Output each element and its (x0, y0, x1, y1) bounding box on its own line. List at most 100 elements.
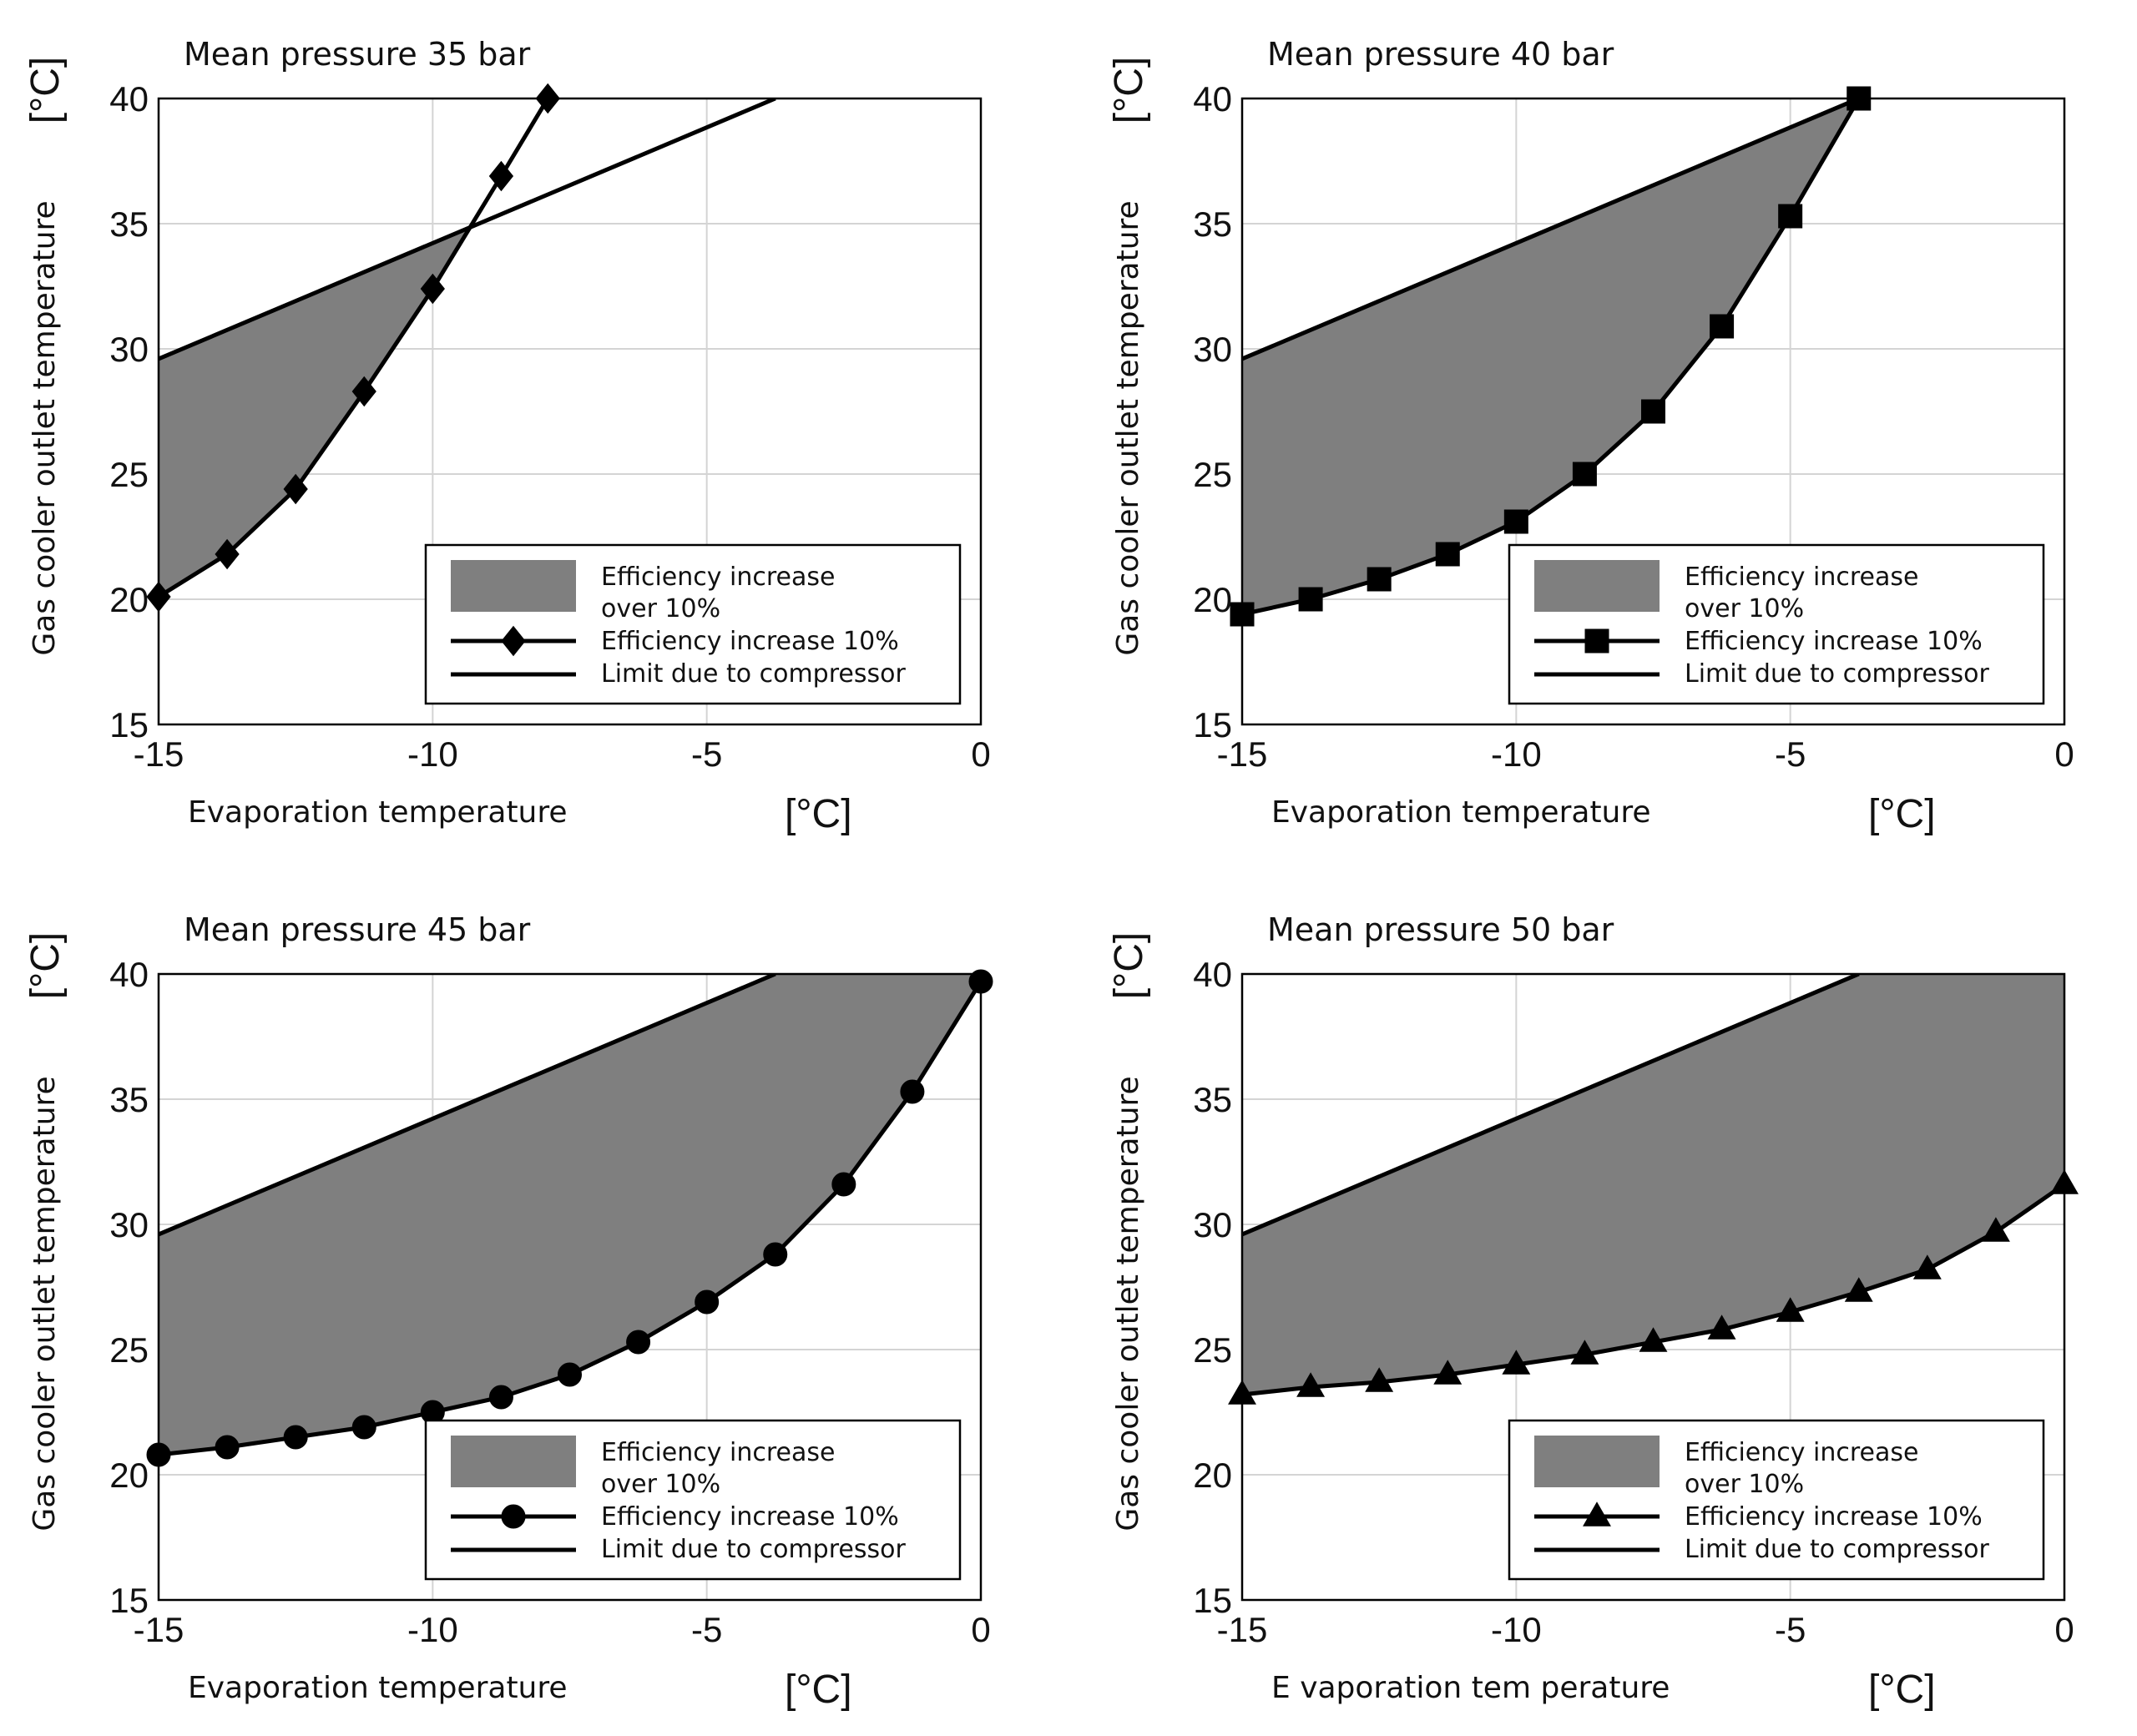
legend-box (424, 543, 962, 705)
axes-frame (1240, 972, 2066, 1602)
data-point (1503, 509, 1528, 534)
data-point (1641, 399, 1665, 424)
x-axis-unit: [°C] (1868, 792, 1936, 836)
y-tick-label: 35 (109, 1080, 149, 1119)
compressor-limit-line (1242, 98, 1860, 361)
data-point (1296, 1372, 1326, 1397)
x-tick-label: -5 (1775, 1610, 1806, 1649)
data-point (1365, 1367, 1394, 1392)
y-tick-label: 35 (1193, 204, 1232, 244)
chart-panel-4: -15 -10 -5 0 15 20 25 30 35 40 Mean pressure 50 ba… (1107, 911, 2079, 1712)
data-point (1433, 1360, 1463, 1385)
y-tick-label: 30 (1193, 1205, 1232, 1244)
legend-label-limit: Limit due to compressor (1685, 1535, 1989, 1564)
data-point (1912, 1254, 1942, 1279)
y-tick-label: 20 (109, 1456, 149, 1495)
x-axis-label: Evaporation temperature (1271, 795, 1651, 830)
y-axis-unit: [°C] (1107, 932, 1151, 1000)
x-axis-unit: [°C] (785, 1668, 852, 1712)
chart-title: Mean pressure 40 bar (1267, 36, 1614, 73)
y-tick-label: 30 (1193, 330, 1232, 369)
legend-marker (501, 1504, 526, 1529)
x-axis-unit: [°C] (785, 792, 852, 836)
y-axis-unit: [°C] (23, 57, 68, 124)
y-axis-label: Gas cooler outlet temperature (1111, 1076, 1145, 1531)
x-axis-unit: [°C] (1868, 1668, 1936, 1712)
y-tick-label: 20 (1193, 1456, 1232, 1495)
legend-swatch-region (1534, 1436, 1660, 1487)
y-tick-label: 25 (109, 1330, 149, 1370)
plot-content (159, 974, 981, 1455)
y-tick-label: 35 (1193, 1080, 1232, 1119)
x-tick-label: -5 (1775, 734, 1806, 774)
efficiency-region (159, 974, 981, 1455)
x-tick-label: -10 (1491, 734, 1542, 774)
y-tick-label: 40 (1193, 955, 1232, 994)
data-point (558, 1362, 582, 1387)
x-tick-label: -15 (134, 734, 184, 774)
y-tick-label: 25 (109, 455, 149, 494)
data-point (1298, 587, 1323, 612)
data-point (283, 473, 308, 505)
legend-label-region-line2: over 10% (1685, 1470, 1804, 1499)
efficiency-region (159, 229, 469, 597)
data-point (1844, 1277, 1873, 1302)
chart-title: Mean pressure 50 bar (1267, 911, 1614, 948)
efficiency-region (1242, 98, 1859, 614)
legend-label-region: Efficiency increase (601, 563, 836, 592)
data-point (1367, 567, 1392, 592)
y-tick-label: 15 (1193, 1581, 1232, 1620)
legend-label-region-line2: over 10% (601, 1470, 720, 1499)
y-tick-label: 20 (109, 580, 149, 619)
data-point (1639, 1327, 1668, 1352)
plot-content (1242, 98, 1860, 614)
legend-label-region-line2: over 10% (601, 594, 720, 623)
y-tick-label: 20 (1193, 580, 1232, 619)
legend-swatch-region (1534, 560, 1660, 612)
legend: Efficiency increase over 10% Efficiency in… (1508, 1419, 2045, 1581)
y-tick-label: 30 (109, 330, 149, 369)
legend-label-region-line2: over 10% (1685, 594, 1804, 623)
legend-label-region: Efficiency increase (1685, 1438, 1919, 1467)
legend-swatch-region (451, 1436, 576, 1487)
axes-frame (1240, 97, 2066, 726)
efficiency-curve (1241, 97, 1861, 617)
y-axis-label: Gas cooler outlet temperature (28, 200, 62, 655)
x-tick-label: -15 (134, 1610, 184, 1649)
x-tick-label: -5 (691, 734, 722, 774)
y-tick-label: 15 (109, 1581, 149, 1620)
data-point (1570, 1340, 1599, 1365)
data-point (1502, 1350, 1531, 1375)
x-tick-label: -15 (1217, 1610, 1268, 1649)
data-point (283, 1425, 308, 1450)
legend-marker (501, 625, 526, 657)
data-point (695, 1289, 720, 1315)
y-tick-label: 30 (109, 1205, 149, 1244)
data-point (1776, 1297, 1805, 1322)
legend-label-curve: Efficiency increase 10% (1685, 627, 1983, 656)
data-point (1707, 1315, 1736, 1340)
data-point (488, 160, 514, 192)
compressor-limit-line (1242, 974, 1860, 1237)
y-axis-label: Gas cooler outlet temperature (1111, 200, 1145, 655)
legend-marker (1584, 628, 1609, 654)
y-tick-label: 35 (109, 204, 149, 244)
data-point (1572, 462, 1597, 487)
y-tick-label: 40 (109, 955, 149, 994)
x-axis-label: E vaporation tem perature (1271, 1671, 1670, 1705)
chart-title: Mean pressure 45 bar (184, 911, 531, 948)
legend-label-curve: Efficiency increase 10% (1685, 1502, 1983, 1532)
legend-label-limit: Limit due to compressor (601, 659, 906, 689)
chart-title: Mean pressure 35 bar (184, 36, 531, 73)
legend-swatch-region (451, 560, 576, 612)
data-point (215, 538, 240, 570)
y-tick-label: 15 (109, 705, 149, 744)
y-axis-label: Gas cooler outlet temperature (28, 1076, 62, 1531)
legend-marker (1583, 1501, 1611, 1527)
chart-panel-3: -15 -10 -5 0 15 20 25 30 35 40 Mean pressure 45 ba… (23, 911, 993, 1712)
legend-label-limit: Limit due to compressor (1685, 659, 1989, 689)
legend-label-region: Efficiency increase (1685, 563, 1919, 592)
